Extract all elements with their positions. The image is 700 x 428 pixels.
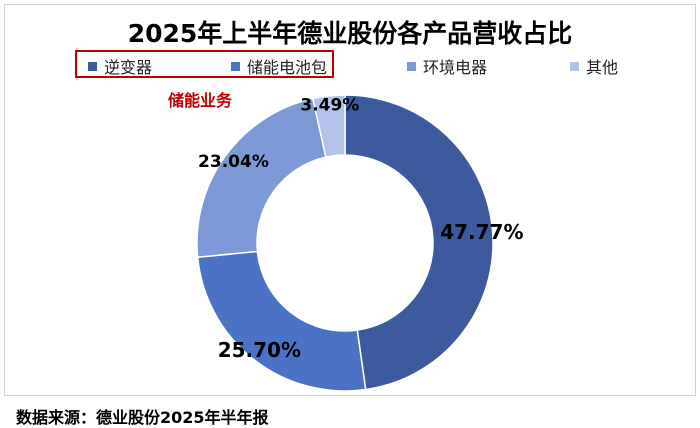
chart-title: 2025年上半年德业股份各产品营收占比 (127, 19, 573, 48)
legend-swatch-other (570, 61, 579, 71)
legend-label-inverter: 逆变器 (104, 58, 153, 77)
legend-label-appliances: 环境电器 (423, 58, 488, 77)
legend-item-other: 其他 (570, 56, 619, 77)
legend-label-battery-pack: 储能电池包 (247, 58, 328, 77)
legend-item-inverter: 逆变器 (88, 56, 153, 77)
legend-swatch-inverter (88, 61, 97, 71)
storage-highlight-label: 储能业务 (168, 91, 233, 110)
slice-inverter (344, 94, 494, 391)
legend-item-appliances: 环境电器 (407, 56, 488, 77)
source-note: 数据来源：德业股份2025年半年报 (16, 408, 269, 427)
slice-label-inverter: 47.77% (440, 220, 523, 244)
donut-chart: 47.77% 25.70% 23.04% 3.49% (196, 94, 524, 392)
slice-label-battery-pack: 25.70% (218, 338, 301, 362)
legend-label-other: 其他 (586, 58, 619, 77)
slice-label-other: 3.49% (300, 95, 359, 115)
legend-swatch-battery-pack (231, 61, 240, 71)
slice-appliances (196, 97, 327, 259)
slice-other (311, 94, 346, 159)
legend-swatch-appliances (407, 61, 416, 71)
storage-highlight-box (75, 50, 334, 78)
slice-label-appliances: 23.04% (198, 152, 269, 172)
legend-item-battery-pack: 储能电池包 (231, 56, 328, 77)
slice-battery-pack (196, 250, 367, 392)
